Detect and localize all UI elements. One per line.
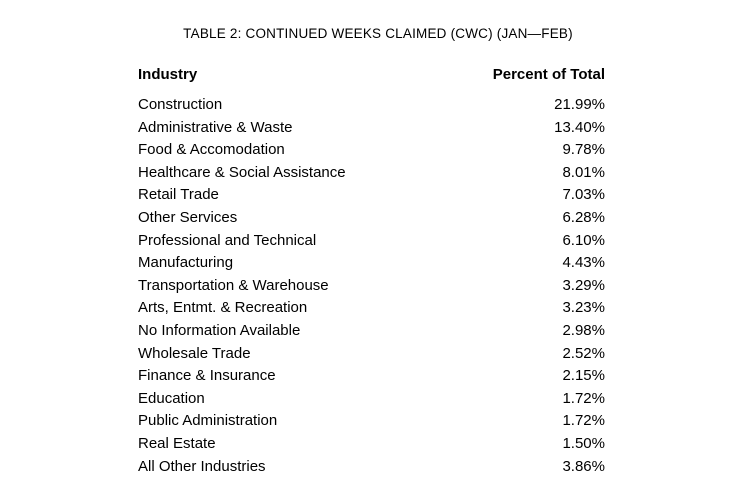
percent-cell: 7.03% — [562, 186, 605, 204]
table-row: Education 1.72% — [138, 388, 605, 411]
table-title: TABLE 2: CONTINUED WEEKS CLAIMED (CWC) (… — [183, 26, 573, 41]
industry-cell: Construction — [138, 96, 223, 113]
percent-cell: 21.99% — [554, 96, 605, 113]
percent-cell: 2.52% — [562, 344, 605, 362]
table-row: Professional and Technical 6.10% — [138, 230, 605, 253]
table-row: Wholesale Trade 2.52% — [138, 343, 605, 366]
percent-cell: 4.43% — [562, 254, 605, 272]
industry-cell: Public Administration — [138, 412, 278, 430]
table-row: Arts, Entmt. & Recreation 3.23% — [138, 297, 605, 320]
table-row: Food & Accomodation 9.78% — [138, 139, 605, 162]
percent-cell: 9.78% — [562, 141, 605, 159]
industry-cell: Manufacturing — [138, 254, 234, 272]
industry-cell: Other Services — [138, 208, 238, 226]
industry-cell: All Other Industries — [138, 457, 266, 475]
percent-cell: 1.72% — [562, 412, 605, 430]
percent-cell: 1.72% — [562, 389, 605, 407]
table-header-row: Industry Percent of Total — [138, 63, 605, 86]
table-row: Construction 21.99% — [138, 94, 605, 117]
table-row: Administrative & Waste 13.40% — [138, 117, 605, 140]
percent-cell: 3.23% — [562, 299, 605, 317]
percent-cell: 6.28% — [562, 208, 605, 226]
industry-cell: No Information Available — [138, 321, 301, 339]
industry-cell: Education — [138, 389, 205, 407]
percent-cell: 3.86% — [562, 457, 605, 475]
percent-cell: 2.15% — [562, 367, 605, 385]
industry-cell: Wholesale Trade — [138, 344, 251, 362]
industry-cell: Retail Trade — [138, 186, 219, 204]
industry-cell: Healthcare & Social Assistance — [138, 163, 346, 181]
percent-cell: 8.01% — [562, 163, 605, 181]
cwc-table: Industry Percent of Total Construction 21… — [138, 63, 605, 478]
table-row: Manufacturing 4.43% — [138, 252, 605, 275]
industry-cell: Food & Accomodation — [138, 141, 285, 159]
industry-cell: Arts, Entmt. & Recreation — [138, 299, 308, 317]
column-header-industry: Industry — [138, 66, 198, 83]
industry-cell: Transportation & Warehouse — [138, 276, 329, 294]
table-row: Retail Trade 7.03% — [138, 184, 605, 207]
table-row: Other Services 6.28% — [138, 207, 605, 230]
table-row: Finance & Insurance 2.15% — [138, 365, 605, 388]
industry-cell: Professional and Technical — [138, 231, 317, 249]
table-row: Real Estate 1.50% — [138, 433, 605, 456]
percent-cell: 13.40% — [554, 118, 605, 136]
table-body: Construction 21.99% Administrative & Waste… — [138, 94, 605, 478]
table-row: All Other Industries 3.86% — [138, 456, 605, 479]
percent-cell: 2.98% — [562, 321, 605, 339]
percent-cell: 6.10% — [562, 231, 605, 249]
table-row: Transportation & Warehouse 3.29% — [138, 275, 605, 298]
industry-cell: Finance & Insurance — [138, 367, 276, 385]
industry-cell: Administrative & Waste — [138, 118, 293, 136]
industry-cell: Real Estate — [138, 434, 216, 452]
table-row: No Information Available 2.98% — [138, 320, 605, 343]
table-row: Public Administration 1.72% — [138, 410, 605, 433]
column-header-percent: Percent of Total — [492, 66, 605, 83]
table-row: Healthcare & Social Assistance 8.01% — [138, 162, 605, 185]
percent-cell: 3.29% — [562, 276, 605, 294]
percent-cell: 1.50% — [562, 434, 605, 452]
